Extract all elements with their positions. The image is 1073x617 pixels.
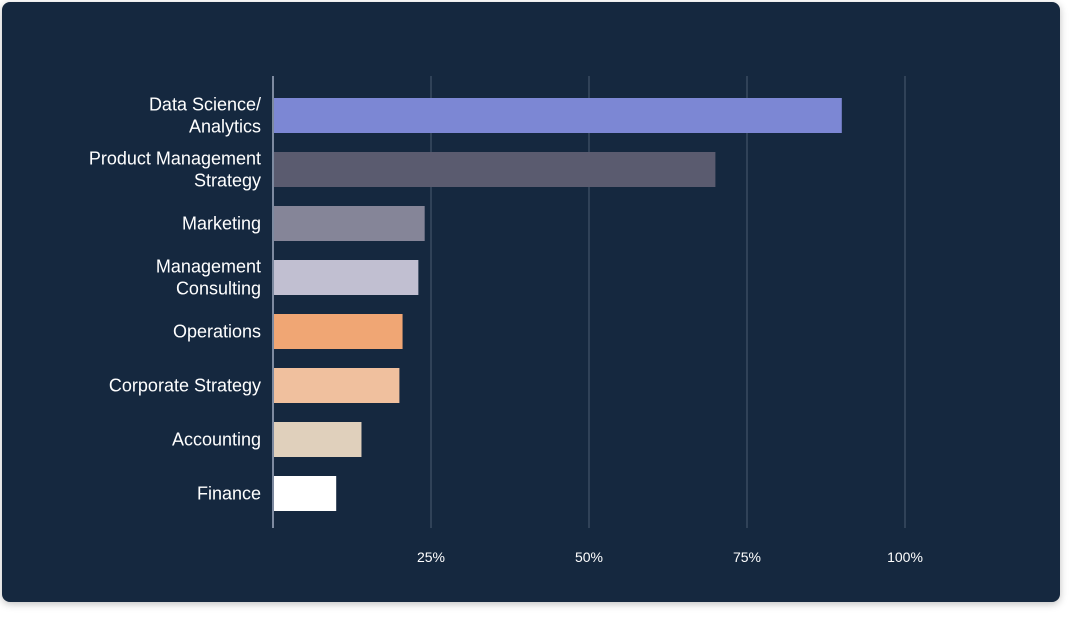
category-label-management-consulting-line-1: Management <box>156 257 261 277</box>
category-label-operations: Operations <box>173 322 261 342</box>
bar-marketing <box>273 206 425 241</box>
x-tick-label-50: 50% <box>575 549 603 565</box>
x-tick-label-100: 100% <box>887 549 923 565</box>
category-label-finance: Finance <box>197 484 261 504</box>
category-label-marketing: Marketing <box>182 214 261 234</box>
category-label-product-management-strategy-line-1: Product Management <box>89 149 261 169</box>
bar-data-science-analytics <box>273 98 842 133</box>
x-tick-label-25: 25% <box>417 549 445 565</box>
category-label-accounting: Accounting <box>172 430 261 450</box>
bar-accounting <box>273 422 362 457</box>
x-tick-labels: 25% 50% 75% 100% <box>417 549 923 565</box>
category-label-product-management-strategy-line-2: Strategy <box>194 171 261 191</box>
bar-management-consulting <box>273 260 419 295</box>
category-label-data-science-analytics-line-1: Data Science/ <box>149 95 261 115</box>
category-labels: Data Science/Analytics Product Management… <box>89 95 261 504</box>
category-label-data-science-analytics-line-2: Analytics <box>189 117 261 137</box>
bar-corporate-strategy <box>273 368 400 403</box>
bar-operations <box>273 314 403 349</box>
gridlines <box>430 76 906 528</box>
bar-finance <box>273 476 337 511</box>
category-label-management-consulting-line-2: Consulting <box>176 279 261 299</box>
bar-product-management-strategy <box>273 152 716 187</box>
x-tick-label-75: 75% <box>733 549 761 565</box>
category-label-corporate-strategy: Corporate Strategy <box>109 376 261 396</box>
bars <box>273 98 842 511</box>
